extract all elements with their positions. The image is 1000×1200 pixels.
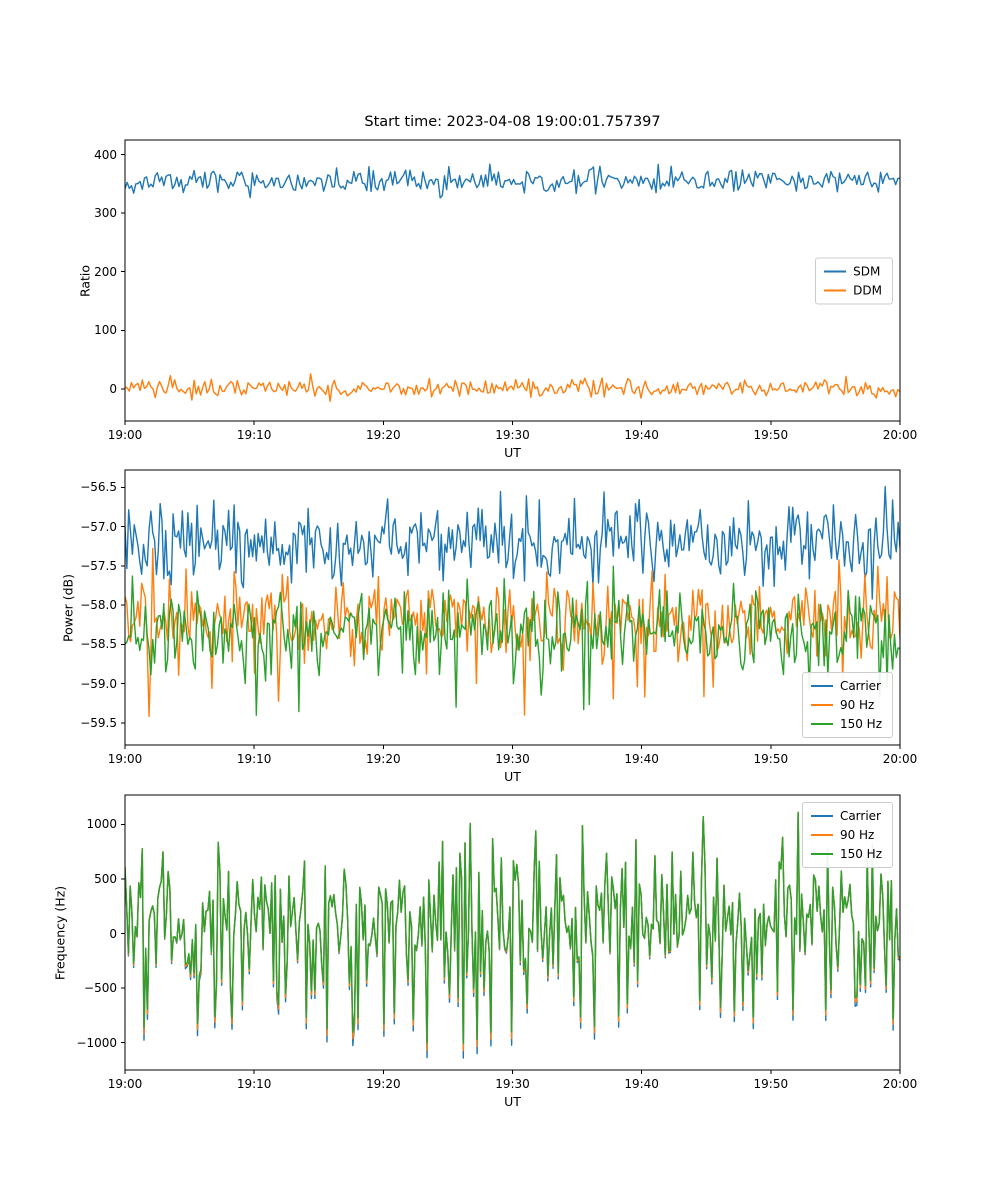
tick-marks (121, 486, 901, 749)
series-line-90-hz (125, 547, 900, 718)
legend-line-sample-ddm (824, 289, 847, 291)
legend-line-sample-carrier (810, 685, 833, 687)
legend-line-sample-90-hz (810, 704, 833, 706)
x-tick-label: 19:40 (624, 1077, 659, 1091)
legend-ratio: SDM DDM (815, 257, 893, 304)
series-line-150-hz (125, 565, 900, 716)
y-axis-label-ratio: Ratio (77, 264, 93, 297)
plot-area-power (125, 485, 900, 718)
series-line-carrier (125, 485, 900, 600)
figure-title: Start time: 2023-04-08 19:00:01.757397 (364, 114, 661, 130)
x-tick-label: 20:00 (882, 428, 918, 442)
legend-entry-label: 150 Hz (839, 717, 882, 731)
x-tick-label: 19:00 (107, 752, 143, 766)
plot-area-ratio (125, 163, 900, 402)
tick-marks (121, 154, 901, 425)
legend-entry-label: 150 Hz (839, 847, 882, 861)
series-line-ddm (125, 373, 900, 402)
legend-entry-carrier: Carrier (810, 809, 882, 823)
legend-entry-label: SDM (853, 264, 881, 278)
y-tick-label: −1000 (76, 1035, 117, 1050)
x-axis-label-power: UT (504, 769, 521, 784)
x-tick-label: 19:00 (107, 1077, 143, 1091)
legend-line-sample-sdm (824, 270, 847, 272)
x-tick-label: 19:10 (236, 752, 272, 766)
y-tick-label: −56.5 (80, 480, 117, 495)
x-tick-label: 19:30 (495, 1077, 530, 1091)
y-tick-label: −58.0 (80, 598, 117, 613)
x-tick-label: 19:10 (236, 428, 272, 442)
y-tick-label: 0 (109, 926, 117, 941)
x-tick-label: 20:00 (882, 752, 918, 766)
x-tick-label: 20:00 (882, 1077, 918, 1091)
x-tick-label: 19:10 (236, 1077, 272, 1091)
x-axis-label-ratio: UT (504, 445, 521, 460)
axes-frame-frequency (124, 794, 901, 1071)
x-tick-label: 19:50 (753, 752, 789, 766)
y-tick-label: −58.5 (80, 637, 117, 652)
x-tick-label: 19:50 (753, 428, 789, 442)
y-tick-label: 300 (94, 206, 117, 221)
y-tick-label: 1000 (86, 817, 117, 832)
x-tick-label: 19:20 (366, 428, 401, 442)
legend-entry-150-hz: 150 Hz (810, 847, 882, 861)
x-tick-label: 19:20 (366, 752, 401, 766)
series-line-150-hz (125, 811, 900, 1044)
legend-entry-label: Carrier (839, 679, 881, 693)
x-tick-label: 19:50 (753, 1077, 789, 1091)
y-tick-label: 500 (94, 872, 117, 887)
series-line-sdm (125, 163, 900, 199)
legend-entry-sdm: SDM (824, 264, 882, 278)
x-tick-label: 19:30 (495, 428, 530, 442)
y-tick-label: 100 (94, 323, 117, 338)
legend-entry-label: 90 Hz (839, 828, 875, 842)
legend-power: Carrier 90 Hz 150 Hz (801, 672, 893, 738)
y-tick-label: −57.5 (80, 558, 117, 573)
x-tick-label: 19:40 (624, 752, 659, 766)
legend-entry-150-hz: 150 Hz (810, 717, 882, 731)
legend-line-sample-carrier (810, 815, 833, 817)
y-tick-label: 200 (94, 264, 117, 279)
legend-entry-label: DDM (853, 283, 882, 297)
x-tick-label: 19:30 (495, 752, 530, 766)
tick-marks (121, 823, 901, 1074)
y-tick-label: −59.0 (80, 676, 117, 691)
legend-line-sample-90-hz (810, 834, 833, 836)
legend-entry-90-hz: 90 Hz (810, 698, 882, 712)
y-tick-label: 0 (109, 381, 117, 396)
y-tick-label: −500 (84, 981, 117, 996)
axes-frame-power (124, 469, 901, 746)
legend-entry-90-hz: 90 Hz (810, 828, 882, 842)
y-axis-label-power: Power (dB) (60, 573, 76, 642)
plot-area-frequency (125, 811, 900, 1059)
legend-entry-label: Carrier (839, 809, 881, 823)
x-tick-label: 19:40 (624, 428, 659, 442)
legend-entry-ddm: DDM (824, 283, 882, 297)
legend-line-sample-150-hz (810, 723, 833, 725)
y-tick-label: −59.5 (80, 716, 117, 730)
x-tick-label: 19:20 (366, 1077, 401, 1091)
x-tick-label: 19:00 (107, 428, 143, 442)
legend-entry-label: 90 Hz (839, 698, 875, 712)
axes-frame-ratio (124, 139, 901, 422)
y-tick-label: −57.0 (80, 519, 117, 534)
legend-frequency: Carrier 90 Hz 150 Hz (801, 802, 893, 868)
y-tick-label: 400 (94, 147, 117, 162)
y-axis-label-frequency: Frequency (Hz) (52, 885, 68, 980)
x-axis-label-frequency: UT (504, 1094, 521, 1109)
legend-entry-carrier: Carrier (810, 679, 882, 693)
legend-line-sample-150-hz (810, 853, 833, 855)
